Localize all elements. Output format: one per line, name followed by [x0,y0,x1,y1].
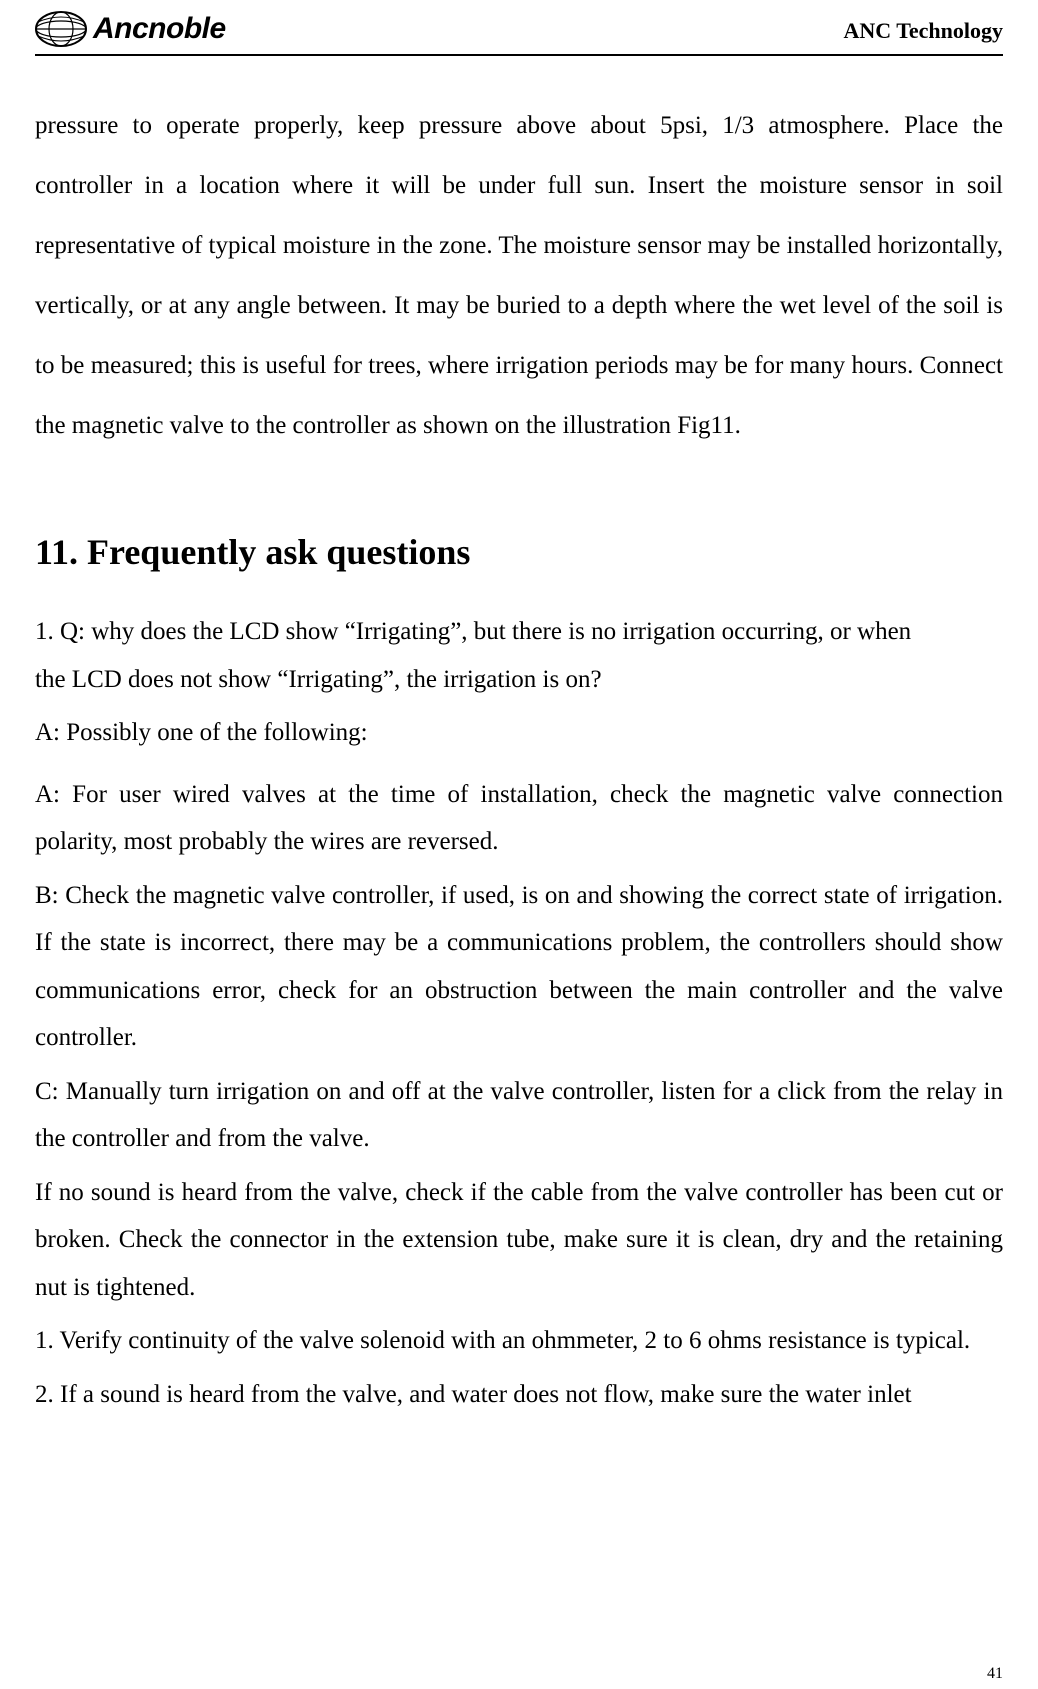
answer-option-b: B: Check the magnetic valve controller, … [35,872,1003,1062]
answer-intro: A: Possibly one of the following: [35,709,1003,757]
company-name: ANC Technology [843,18,1003,48]
question-1: 1. Q: why does the LCD show “Irrigating”… [35,608,1003,703]
answer-step-1: 1. Verify continuity of the valve soleno… [35,1317,1003,1365]
logo-container: Ancnoble [35,10,226,48]
document-page: Ancnoble ANC Technology pressure to oper… [0,0,1038,1689]
answer-c-followup: If no sound is heard from the valve, che… [35,1169,1003,1312]
logo-text: Ancnoble [93,12,226,46]
page-header: Ancnoble ANC Technology [35,10,1003,56]
answer-step-2: 2. If a sound is heard from the valve, a… [35,1371,1003,1419]
page-number: 41 [987,1665,1003,1683]
answer-option-a: A: For user wired valves at the time of … [35,771,1003,866]
section-heading: 11. Frequently ask questions [35,531,1003,573]
answer-option-c: C: Manually turn irrigation on and off a… [35,1068,1003,1163]
globe-icon [35,10,87,48]
intro-paragraph: pressure to operate properly, keep press… [35,96,1003,456]
question-text-line1: 1. Q: why does the LCD show “Irrigating”… [35,608,1003,656]
question-text-line2: the LCD does not show “Irrigating”, the … [35,656,1003,704]
